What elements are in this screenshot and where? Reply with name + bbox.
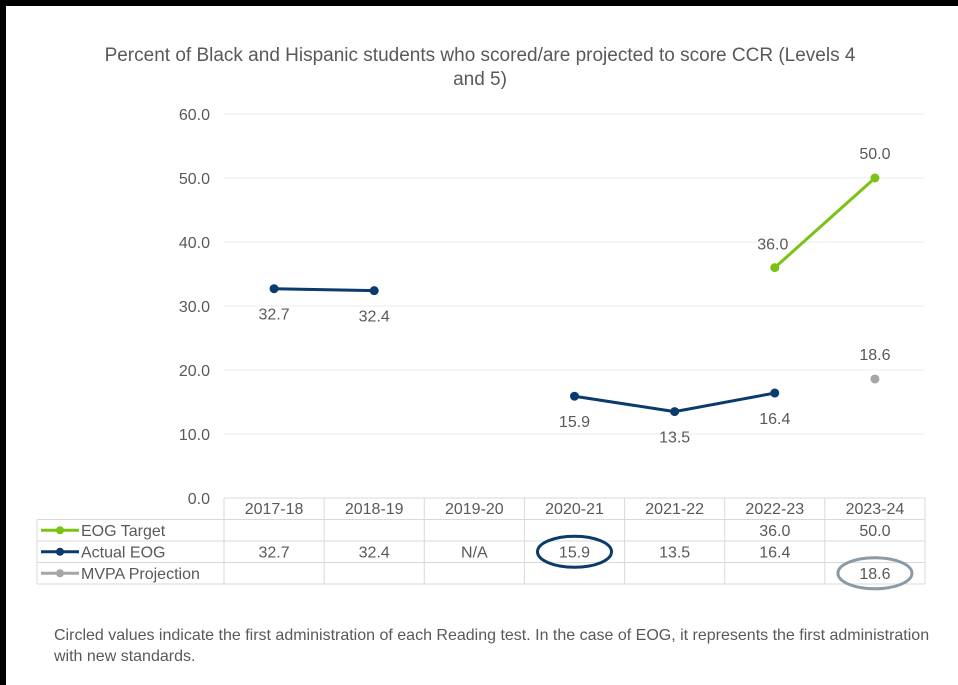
- eog-target-line-segment: [773, 176, 877, 270]
- eog-target-table-cell: 36.0: [759, 523, 790, 540]
- actual-eog-line-segment: [272, 287, 376, 293]
- chart-footnote: Circled values indicate the first admini…: [54, 627, 930, 665]
- eog-target-data-label: 50.0: [859, 146, 890, 163]
- x-tick-label: 2022-23: [745, 501, 804, 518]
- x-tick-label: 2023-24: [846, 501, 905, 518]
- chart-title: Percent of Black and Hispanic students w…: [104, 45, 856, 90]
- y-tick-label: 50.0: [179, 171, 210, 188]
- actual-eog-point: [570, 391, 579, 401]
- x-tick-label: 2017-18: [245, 501, 304, 518]
- y-tick-label: 60.0: [179, 107, 210, 124]
- x-tick-label: 2020-21: [545, 501, 604, 518]
- actual-eog-point: [770, 388, 780, 398]
- actual-eog-data-label: 16.4: [759, 411, 790, 428]
- eog-target-data-label: 36.0: [757, 237, 788, 254]
- actual-eog-table-cell: 15.9: [559, 544, 590, 561]
- x-tick-label: 2021-22: [645, 501, 704, 518]
- actual-eog-line-segment: [573, 394, 677, 414]
- actual-eog-point: [369, 286, 379, 296]
- y-tick-label: 0.0: [188, 491, 210, 508]
- mvpa-projection-legend-marker: [56, 569, 64, 578]
- eog-target-point: [870, 173, 880, 183]
- x-tick-label: 2019-20: [445, 501, 504, 518]
- eog-target-table-cell: 50.0: [859, 523, 890, 540]
- actual-eog-table-cell: N/A: [461, 544, 488, 561]
- y-tick-label: 20.0: [179, 363, 210, 380]
- actual-eog-table-cell: 32.4: [359, 544, 390, 561]
- actual-eog-table-cell: 13.5: [659, 544, 690, 561]
- y-tick-label: 40.0: [179, 235, 210, 252]
- actual-eog-data-label: 13.5: [659, 430, 690, 447]
- y-tick-label: 30.0: [179, 299, 210, 316]
- eog-target-legend-label: EOG Target: [81, 523, 166, 540]
- circled-value-highlight: [836, 556, 914, 591]
- eog-target-legend-marker: [56, 526, 64, 535]
- actual-eog-legend-marker: [56, 547, 64, 556]
- eog-target-point: [770, 263, 780, 273]
- x-tick-label: 2018-19: [345, 501, 404, 518]
- actual-eog-data-label: 15.9: [559, 414, 590, 431]
- actual-eog-table-cell: 16.4: [759, 544, 790, 561]
- mvpa-projection-data-label: 18.6: [859, 347, 890, 364]
- actual-eog-line-segment: [673, 391, 777, 414]
- actual-eog-legend-label: Actual EOG: [81, 544, 165, 561]
- actual-eog-table-cell: 32.7: [259, 544, 290, 561]
- mvpa-projection-point: [870, 374, 880, 384]
- mvpa-projection-legend-label: MVPA Projection: [81, 566, 200, 583]
- actual-eog-point: [670, 407, 680, 417]
- circled-value-highlight: [536, 534, 613, 569]
- mvpa-projection-table-cell: 18.6: [859, 566, 890, 583]
- y-tick-label: 10.0: [179, 427, 210, 444]
- actual-eog-point: [269, 284, 279, 294]
- actual-eog-data-label: 32.7: [259, 307, 290, 324]
- actual-eog-data-label: 32.4: [359, 309, 390, 326]
